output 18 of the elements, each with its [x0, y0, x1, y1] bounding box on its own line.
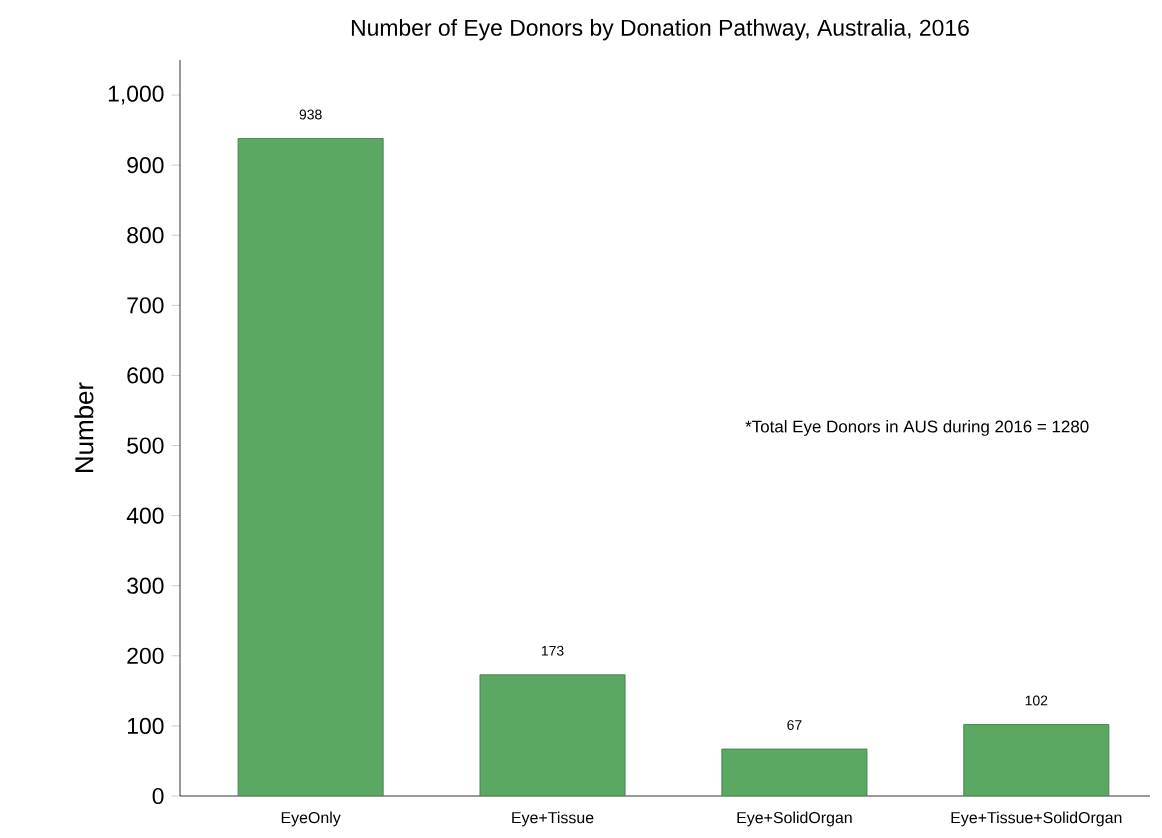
bar: [479, 674, 626, 796]
chart-title: Number of Eye Donors by Donation Pathway, Australia, 2016: [351, 19, 969, 41]
y-tick-label: 100: [127, 717, 164, 735]
y-tick-label: 0: [152, 787, 164, 805]
y-tick-label: 300: [127, 577, 164, 594]
y-tick-label: 400: [126, 507, 164, 524]
y-axis-title: Number: [74, 382, 94, 472]
y-tick-label: 200: [127, 647, 164, 664]
y-tick-label: 600: [127, 367, 164, 384]
y-tick-label: 1,000: [108, 85, 164, 105]
bar: [721, 748, 868, 796]
annotation: *Total Eye Donors in AUS during 2016 = 1280: [745, 420, 1089, 436]
bar: [237, 138, 384, 796]
y-tick-label: 700: [127, 297, 164, 314]
y-tick-label: 500: [127, 437, 164, 454]
bar: [963, 724, 1110, 796]
y-tick-label: 800: [127, 227, 164, 244]
y-tick-label: 900: [127, 157, 164, 174]
